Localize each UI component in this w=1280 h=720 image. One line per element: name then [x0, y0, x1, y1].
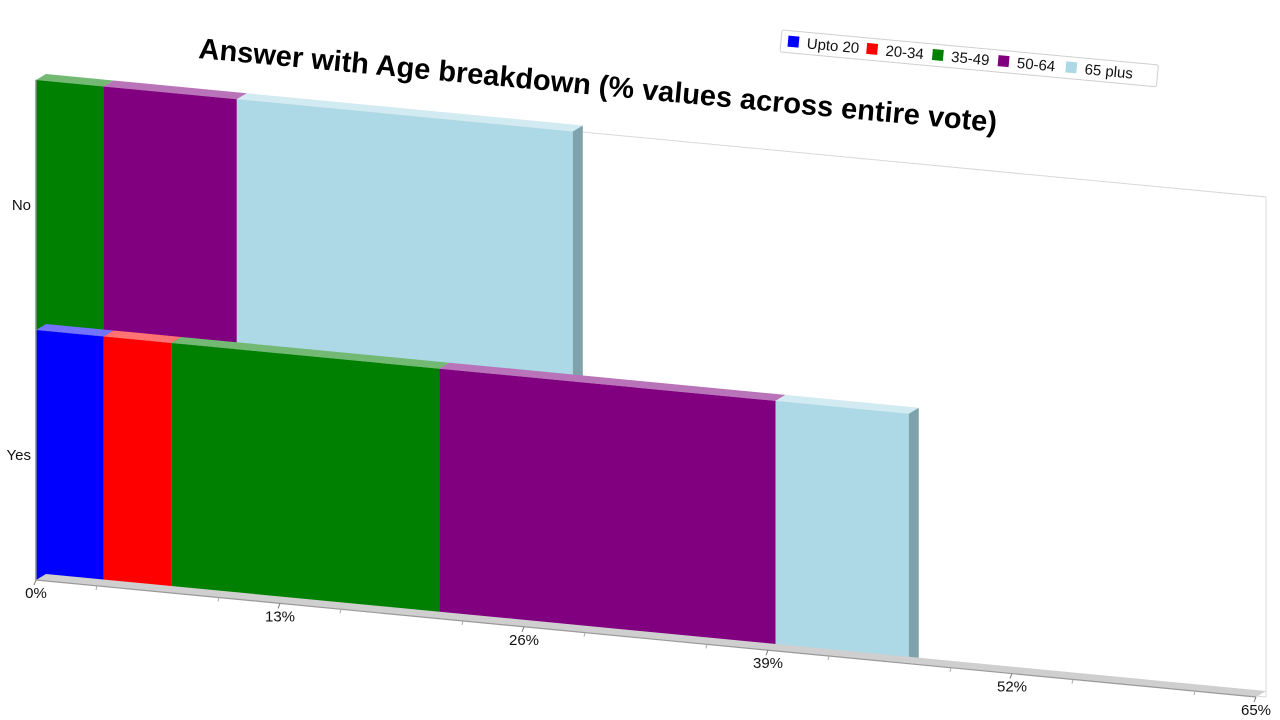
x-tick-3 [765, 650, 769, 656]
bar-top-face [103, 80, 247, 100]
x-minor-tick-6 [827, 655, 830, 661]
legend-label: 20-34 [885, 43, 925, 63]
x-tick-label-3: 39% [753, 655, 783, 672]
bars-group [36, 74, 919, 664]
legend-label: 50-64 [1016, 55, 1056, 75]
x-tick-label-2: 26% [509, 632, 539, 649]
x-tick-label-0: 0% [25, 585, 47, 602]
legend-swatch [931, 49, 944, 61]
legend-item-35-49: 35-49 [931, 49, 990, 69]
legend-item-65-plus: 65 plus [1065, 61, 1134, 83]
x-minor-tick-7 [949, 667, 952, 672]
bar-top-face [103, 330, 182, 343]
category-label-no: No [12, 197, 31, 214]
bar-top-face [36, 324, 114, 337]
x-minor-tick-1 [217, 597, 220, 602]
bar-top-face [171, 336, 450, 369]
bar-yes-upto-20 [36, 324, 114, 587]
bar-no-65-plus [236, 93, 583, 382]
x-minor-tick-9 [1193, 691, 1196, 696]
x-axis-line [35, 579, 1257, 698]
x-tick-label-4: 52% [997, 679, 1027, 696]
x-tick-4 [1009, 673, 1013, 679]
legend-item-upto-20: Upto 20 [787, 35, 860, 57]
legend-label: 35-49 [950, 49, 990, 69]
x-tick-label-1: 13% [265, 608, 295, 625]
bar-no-50-64 [103, 80, 247, 350]
bar-yes-20-34 [103, 330, 182, 593]
bar-top-face [775, 394, 919, 414]
x-tick-0 [33, 579, 37, 586]
x-axis-floor [36, 574, 1266, 697]
bar-top-face [236, 93, 583, 132]
x-tick-1 [277, 603, 281, 609]
bar-yes-35-49 [171, 336, 450, 619]
legend-swatch [1065, 61, 1078, 74]
x-minor-tick-0 [95, 585, 98, 590]
legend: Upto 20 20-34 35-49 50-64 65 plus [779, 29, 1159, 88]
bar-front-face [775, 400, 909, 664]
legend-label: Upto 20 [806, 35, 860, 57]
x-tick-5 [1253, 696, 1257, 703]
x-minor-tick-3 [461, 620, 464, 626]
category-label-yes: Yes [7, 447, 31, 464]
bar-top-face [36, 74, 114, 87]
x-minor-tick-4 [583, 632, 586, 637]
bar-front-face [439, 368, 776, 651]
x-minor-tick-8 [1071, 679, 1074, 684]
x-minor-tick-2 [339, 609, 342, 614]
bar-top-face [439, 362, 786, 401]
bar-no-35-49 [36, 74, 114, 337]
bar-front-face [36, 80, 104, 337]
x-tick-2 [521, 626, 525, 632]
x-minor-tick-5 [705, 644, 708, 649]
bar-front-face [236, 99, 573, 382]
legend-swatch [866, 42, 879, 55]
bar-yes-50-64 [439, 362, 786, 651]
legend-swatch [997, 55, 1010, 68]
bar-front-face [103, 336, 172, 593]
bar-front-face [103, 86, 237, 350]
x-tick-label-5: 65% [1241, 702, 1271, 719]
axes-group: No Yes 0% 13% 26% 39% 52% 65% [7, 80, 1271, 719]
legend-label: 65 plus [1084, 61, 1134, 82]
bar-front-face [171, 342, 440, 619]
legend-item-50-64: 50-64 [997, 55, 1056, 75]
legend-swatch [787, 35, 800, 48]
bar-end-side-no [572, 125, 583, 382]
bar-front-face [36, 330, 104, 587]
bar-yes-65-plus [775, 394, 919, 664]
bar-end-side-yes [908, 407, 919, 664]
legend-item-20-34: 20-34 [866, 42, 925, 63]
